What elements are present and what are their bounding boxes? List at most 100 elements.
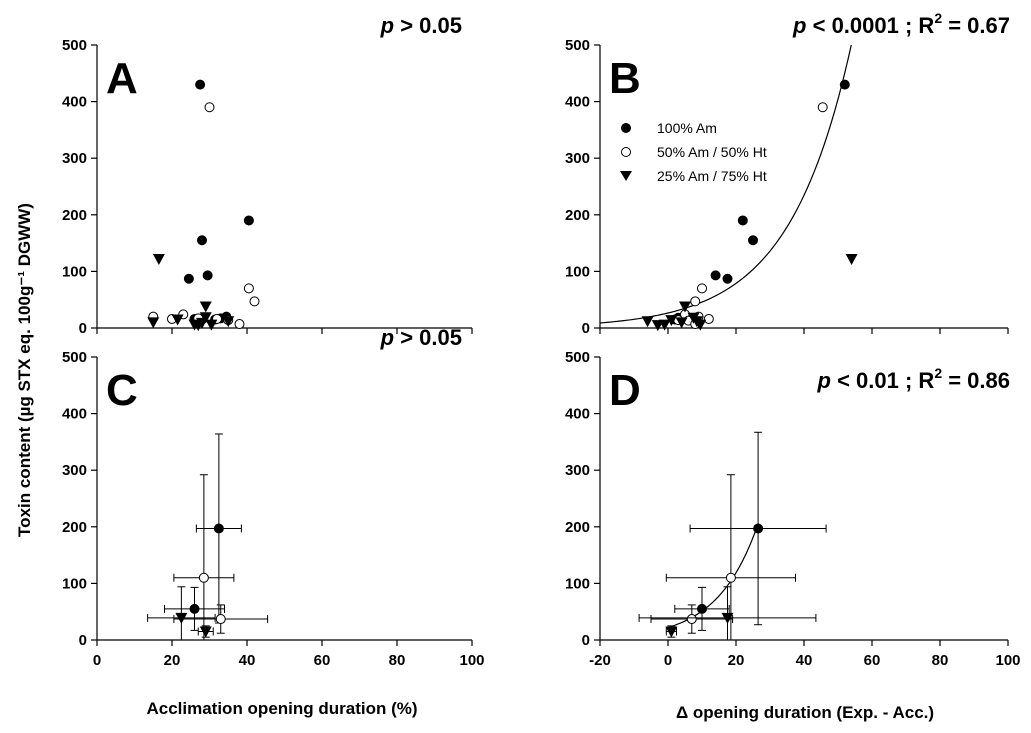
data-point-25am <box>199 312 212 324</box>
panel-d: 0 100 200 300 400 500 -20 0 20 40 60 80 100 D p < 0.01… <box>565 349 1021 669</box>
x-axis-label-left: Acclimation opening duration (%) <box>146 699 417 718</box>
data-point-50am <box>204 102 215 113</box>
x-tick-label: 0 <box>664 652 672 669</box>
data-point-100am <box>202 270 213 281</box>
legend-marker-100am <box>621 123 631 133</box>
y-tick-label: 400 <box>565 94 590 111</box>
panel-letter-a: A <box>106 54 138 103</box>
data-point-100am <box>737 215 748 226</box>
data-point-25am <box>679 301 691 313</box>
data-point-100am <box>697 603 707 614</box>
y-tick-label: 100 <box>565 575 590 592</box>
data-point-50am <box>697 283 707 294</box>
y-tick-label: 0 <box>582 320 590 337</box>
fit-curve-b <box>599 44 852 324</box>
legend-label-100am: 100% Am <box>657 120 717 136</box>
data-point-25am <box>175 612 188 624</box>
data-point-50am <box>817 102 828 113</box>
y-tick-label: 300 <box>565 462 590 479</box>
x-tick-label: 100 <box>995 652 1020 669</box>
data-point-100am <box>753 523 764 534</box>
data-point-100am <box>839 79 850 90</box>
y-tick-label: 500 <box>565 37 590 54</box>
y-tick-label: 100 <box>62 575 87 592</box>
y-tick-label: 200 <box>62 519 87 536</box>
data-point-100am <box>243 215 254 226</box>
data-point-100am <box>710 270 721 281</box>
data-point-25am <box>199 301 212 313</box>
legend-marker-50am <box>621 147 631 157</box>
y-tick-label: 200 <box>565 519 590 536</box>
stat-label-b: p < 0.0001 ; R2 = 0.67 <box>792 10 1010 38</box>
data-point-25am <box>152 253 165 265</box>
data-point-25am <box>222 316 235 328</box>
x-tick-label: -20 <box>589 652 611 669</box>
data-point-25am <box>658 319 671 331</box>
data-point-100am <box>183 273 194 284</box>
y-tick-label: 0 <box>79 632 87 649</box>
legend: 100% Am 50% Am / 50% Ht 25% Am / 75% Ht <box>620 120 767 184</box>
y-tick-label: 100 <box>62 263 87 280</box>
data-point-50am <box>243 283 254 294</box>
legend-label-25am: 25% Am / 75% Ht <box>657 168 767 184</box>
data-point-100am <box>197 235 207 246</box>
y-axis-label: Toxin content (µg STX eq. 100g⁻¹ DGWW) <box>15 203 34 537</box>
y-tick-label: 300 <box>565 150 590 167</box>
x-tick-label: 60 <box>314 652 331 669</box>
data-point-25am <box>694 319 707 331</box>
data-point-100am <box>722 273 733 284</box>
data-point-100am <box>748 235 758 246</box>
x-tick-label: 40 <box>796 652 813 669</box>
data-point-25am <box>147 317 160 329</box>
data-point-25am <box>199 626 212 638</box>
data-point-50am <box>725 572 736 583</box>
data-point-100am <box>189 603 200 614</box>
x-tick-label: 40 <box>239 652 256 669</box>
y-tick-label: 400 <box>565 406 590 423</box>
panel-b: 0 100 200 300 400 500 Bp < 0.0001 ; R2 = 0.67 <box>565 10 1010 337</box>
y-tick-label: 0 <box>79 320 87 337</box>
data-point-25am <box>675 317 688 329</box>
data-point-25am <box>845 253 858 265</box>
x-tick-label: 100 <box>459 652 484 669</box>
panel-letter-d: D <box>609 366 641 415</box>
y-tick-label: 0 <box>582 632 590 649</box>
y-tick-label: 200 <box>62 207 87 224</box>
x-tick-label: 20 <box>164 652 181 669</box>
y-tick-label: 400 <box>62 406 87 423</box>
data-point-50am <box>215 614 226 625</box>
stat-label-c: p > 0.05 <box>380 325 462 350</box>
data-point-25am <box>721 612 734 624</box>
stat-label-d: p < 0.01 ; R2 = 0.86 <box>817 365 1010 393</box>
x-tick-label: 20 <box>728 652 745 669</box>
panel-letter-b: B <box>609 54 641 103</box>
panel-letter-c: C <box>106 366 138 415</box>
y-tick-label: 400 <box>62 94 87 111</box>
data-point-50am <box>686 614 697 625</box>
x-tick-label: 80 <box>389 652 406 669</box>
x-tick-label: 80 <box>932 652 949 669</box>
x-tick-label: 60 <box>864 652 881 669</box>
panel-c: 0 100 200 300 400 500 0 20 40 60 80 100 Cp > 0.05 <box>62 325 485 669</box>
data-point-50am <box>234 319 245 330</box>
y-tick-label: 300 <box>62 462 87 479</box>
y-tick-label: 200 <box>565 207 590 224</box>
data-point-50am <box>703 313 714 324</box>
data-point-100am <box>195 79 206 90</box>
y-tick-label: 100 <box>565 263 590 280</box>
y-tick-label: 300 <box>62 150 87 167</box>
data-point-25am <box>665 626 678 638</box>
data-point-100am <box>213 523 224 534</box>
data-point-25am <box>205 319 218 331</box>
data-point-50am <box>690 296 701 307</box>
fit-curve-d <box>667 523 759 629</box>
data-point-25am <box>192 320 205 332</box>
y-tick-label: 500 <box>62 37 87 54</box>
legend-marker-25am <box>620 171 632 181</box>
y-tick-label: 500 <box>565 349 590 366</box>
data-point-50am <box>249 296 260 307</box>
data-point-25am <box>665 315 678 327</box>
data-point-50am <box>198 572 209 583</box>
x-tick-label: 0 <box>93 652 101 669</box>
